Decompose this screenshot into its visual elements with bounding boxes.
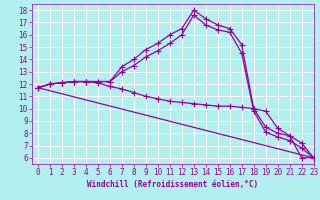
X-axis label: Windchill (Refroidissement éolien,°C): Windchill (Refroidissement éolien,°C) bbox=[87, 180, 258, 189]
